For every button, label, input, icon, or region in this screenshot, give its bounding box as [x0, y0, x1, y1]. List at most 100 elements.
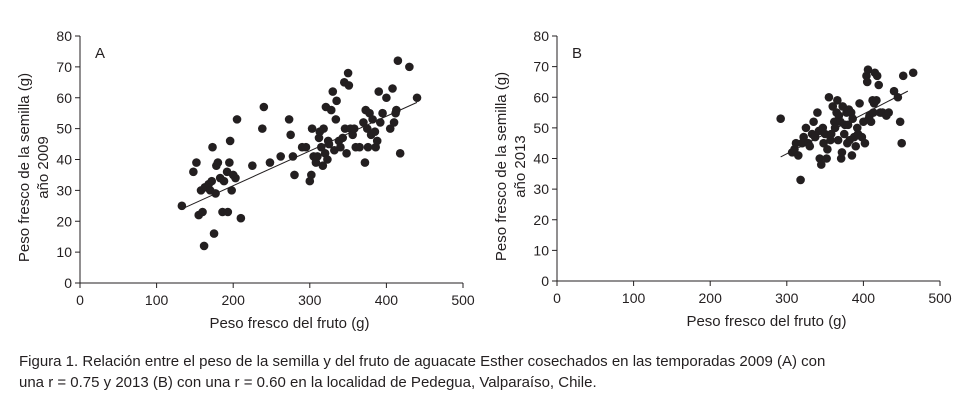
panel-label: B	[572, 45, 582, 62]
data-point	[319, 124, 328, 133]
data-point	[324, 139, 334, 149]
panel-label: A	[95, 45, 105, 62]
data-point	[265, 158, 275, 167]
data-point	[791, 138, 801, 148]
data-point	[855, 99, 864, 108]
data-point	[848, 114, 857, 123]
data-point	[286, 130, 295, 140]
y-axis-title-year: año 2013	[512, 135, 529, 198]
data-point	[874, 80, 884, 90]
data-point	[316, 142, 326, 152]
data-point	[809, 117, 818, 127]
data-point	[290, 170, 299, 180]
y-tick-label: 10	[56, 244, 72, 260]
y-tick-label: 60	[56, 90, 72, 106]
data-point	[370, 127, 380, 137]
x-tick-label: 200	[222, 292, 246, 308]
x-tick-label: 400	[852, 290, 876, 306]
data-point	[259, 102, 269, 112]
x-tick-label: 400	[375, 292, 399, 308]
y-tick-label: 0	[541, 273, 549, 289]
data-point	[225, 158, 234, 167]
x-axis-title: Peso fresco del fruto (g)	[209, 315, 369, 332]
data-point	[405, 62, 414, 72]
data-point	[908, 68, 918, 78]
data-point	[862, 77, 872, 87]
data-point	[360, 158, 370, 167]
data-point	[338, 133, 348, 143]
data-point	[884, 108, 893, 117]
caption-line-2: una r = 0.75 y 2013 (B) con una r = 0.60…	[19, 374, 597, 391]
data-point	[389, 118, 399, 127]
x-tick-label: 500	[451, 292, 475, 308]
x-tick-label: 500	[928, 290, 952, 306]
data-point	[796, 175, 805, 185]
data-point	[219, 176, 229, 186]
data-point	[192, 158, 201, 167]
data-point	[837, 148, 847, 157]
y-tick-label: 20	[56, 213, 72, 229]
data-point	[372, 136, 382, 146]
scatter-panel-b: 0 10 20 30 40 50 60 70 80 0 100 200 300 400 500 B Peso f…	[493, 28, 952, 330]
data-point	[199, 241, 209, 251]
data-point	[236, 213, 246, 223]
y-tick-label: 80	[56, 28, 72, 44]
data-point	[342, 149, 351, 158]
data-point	[223, 207, 233, 217]
data-point	[895, 117, 905, 127]
data-point	[332, 96, 341, 106]
data-point	[889, 86, 899, 96]
data-point	[869, 108, 878, 117]
data-point	[363, 142, 373, 152]
data-point	[349, 124, 359, 133]
data-point	[851, 141, 861, 151]
data-point	[328, 87, 338, 96]
data-point	[820, 129, 830, 139]
data-point	[307, 170, 316, 180]
data-point	[211, 189, 220, 198]
y-tick-label: 0	[64, 275, 72, 291]
data-point	[897, 138, 906, 148]
y-tick-label: 40	[533, 151, 549, 167]
y-axis-title-year: año 2009	[35, 136, 52, 199]
data-point	[793, 151, 803, 160]
data-point	[258, 124, 267, 133]
data-point	[301, 142, 311, 152]
data-point	[374, 87, 384, 96]
data-point	[833, 96, 842, 105]
data-point	[776, 114, 785, 123]
data-point	[177, 201, 187, 211]
data-point	[393, 56, 403, 65]
data-point	[830, 123, 840, 133]
data-point	[382, 93, 391, 103]
data-point	[227, 186, 236, 195]
data-point	[799, 132, 808, 142]
caption-line-1: Figura 1. Relación entre el peso de la s…	[19, 353, 826, 370]
data-point	[395, 149, 405, 158]
data-point	[816, 160, 826, 169]
x-tick-label: 300	[775, 290, 799, 306]
data-point	[893, 92, 903, 102]
data-point	[189, 167, 198, 177]
data-point	[213, 158, 223, 167]
data-point	[359, 118, 368, 127]
data-point	[284, 115, 294, 124]
data-point	[231, 173, 240, 183]
data-point	[208, 142, 217, 152]
data-point	[872, 71, 882, 81]
y-tick-label: 10	[533, 242, 549, 258]
x-tick-label: 100	[145, 292, 169, 308]
y-tick-label: 20	[533, 212, 549, 228]
data-point	[839, 129, 849, 139]
data-point	[823, 145, 832, 154]
figure-caption: Figura 1. Relación entre el peso de la s…	[19, 351, 969, 393]
x-tick-label: 0	[553, 290, 561, 306]
data-point	[344, 81, 354, 90]
data-point	[378, 108, 387, 118]
data-point	[313, 152, 322, 161]
data-point	[805, 141, 815, 151]
data-point	[898, 71, 908, 81]
data-point	[824, 92, 834, 102]
y-axis-title: Peso fresco de la semilla (g)	[493, 72, 510, 261]
